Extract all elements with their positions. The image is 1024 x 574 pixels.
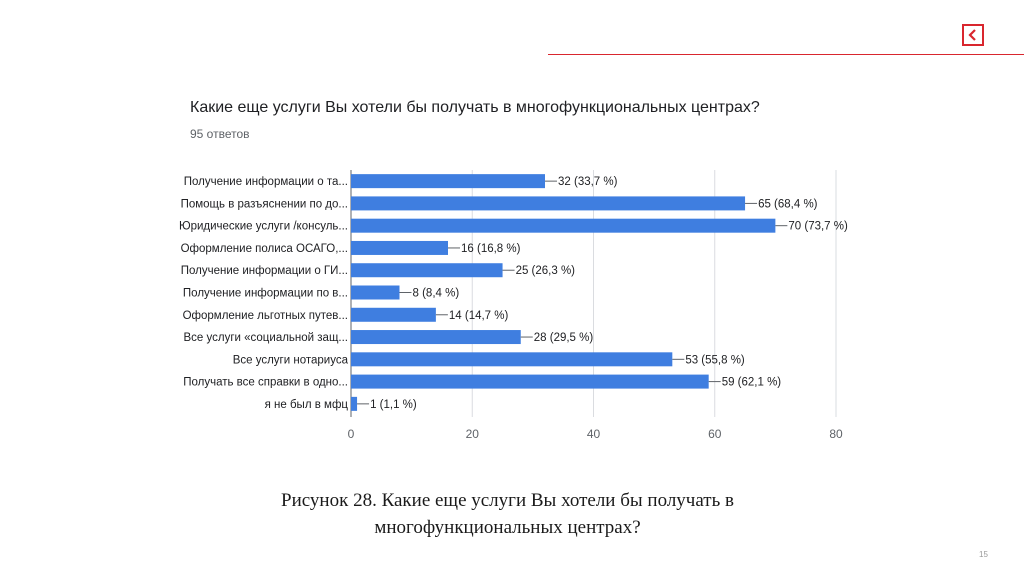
bar bbox=[351, 263, 503, 278]
x-tick-label: 60 bbox=[708, 427, 722, 441]
category-label: я не был в мфц bbox=[265, 399, 349, 411]
back-nav-button[interactable] bbox=[962, 24, 984, 46]
bar bbox=[351, 374, 709, 389]
data-label: 16 (16,8 %) bbox=[461, 243, 521, 255]
category-label: Все услуги «социальной защ... bbox=[183, 332, 348, 344]
bar bbox=[351, 307, 436, 322]
category-label: Все услуги нотариуса bbox=[233, 354, 349, 366]
category-label: Получать все справки в одно... bbox=[183, 377, 348, 389]
x-tick-label: 40 bbox=[587, 427, 601, 441]
category-label: Получение информации о та... bbox=[184, 176, 348, 188]
data-label: 65 (68,4 %) bbox=[758, 198, 818, 210]
x-tick-label: 0 bbox=[348, 427, 355, 441]
data-label: 25 (26,3 %) bbox=[516, 265, 576, 277]
data-label: 28 (29,5 %) bbox=[534, 332, 594, 344]
bar bbox=[351, 196, 746, 211]
category-label: Юридические услуги /консуль... bbox=[179, 221, 348, 233]
response-count: 95 ответов bbox=[190, 127, 250, 141]
data-label: 1 (1,1 %) bbox=[370, 399, 417, 411]
bar bbox=[351, 218, 776, 233]
question-title: Какие еще услуги Вы хотели бы получать в… bbox=[190, 99, 760, 116]
bar bbox=[351, 352, 673, 367]
bar bbox=[351, 240, 448, 255]
category-label: Получение информации о ГИ... bbox=[181, 265, 348, 277]
top-accent-rule bbox=[548, 54, 1024, 55]
category-label: Оформление льготных путев... bbox=[183, 310, 348, 322]
page-number: 15 bbox=[979, 550, 988, 559]
data-label: 53 (55,8 %) bbox=[685, 354, 745, 366]
caption-line-2: многофункциональных центрах? bbox=[374, 517, 641, 538]
category-label: Получение информации по в... bbox=[183, 288, 348, 300]
bar bbox=[351, 174, 545, 189]
data-label: 70 (73,7 %) bbox=[788, 221, 848, 233]
bar bbox=[351, 396, 358, 411]
data-label: 59 (62,1 %) bbox=[722, 377, 782, 389]
data-label: 8 (8,4 %) bbox=[413, 288, 460, 300]
x-tick-label: 20 bbox=[466, 427, 480, 441]
category-label: Оформление полиса ОСАГО,... bbox=[181, 243, 348, 255]
bar bbox=[351, 330, 521, 345]
bar bbox=[351, 285, 400, 300]
figure-caption: Рисунок 28. Какие еще услуги Вы хотели б… bbox=[100, 487, 915, 541]
category-label: Помощь в разъяснении по до... bbox=[181, 198, 348, 210]
x-tick-label: 80 bbox=[829, 427, 843, 441]
chevron-left-icon bbox=[968, 29, 976, 41]
caption-line-1: Рисунок 28. Какие еще услуги Вы хотели б… bbox=[281, 490, 734, 511]
data-label: 32 (33,7 %) bbox=[558, 176, 618, 188]
data-label: 14 (14,7 %) bbox=[449, 310, 509, 322]
